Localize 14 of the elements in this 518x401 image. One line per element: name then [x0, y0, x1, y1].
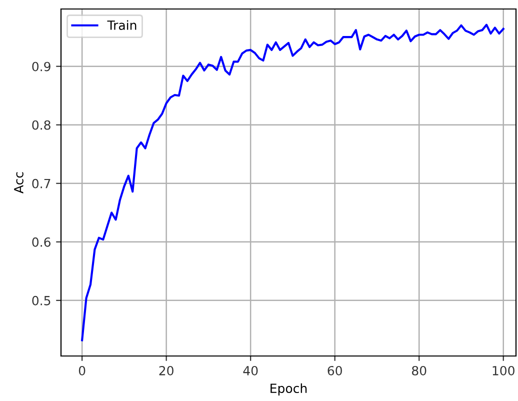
y-tick-label: 0.6: [32, 237, 50, 247]
y-tick-label: 0.7: [32, 178, 50, 188]
x-tick-label: 60: [328, 366, 342, 376]
legend-label: Train: [107, 20, 136, 30]
y-tick-label: 0.8: [32, 120, 50, 130]
x-tick-label: 100: [492, 366, 514, 376]
x-tick-label: 40: [243, 366, 258, 376]
x-axis-title: Epoch: [270, 383, 307, 396]
x-tick-label: 0: [78, 366, 86, 376]
x-tick-label: 20: [159, 366, 174, 376]
y-axis-title: Acc: [14, 172, 24, 194]
y-tick-label: 0.9: [32, 62, 50, 72]
x-tick-label: 80: [412, 366, 426, 376]
y-tick-label: 0.5: [32, 296, 50, 306]
